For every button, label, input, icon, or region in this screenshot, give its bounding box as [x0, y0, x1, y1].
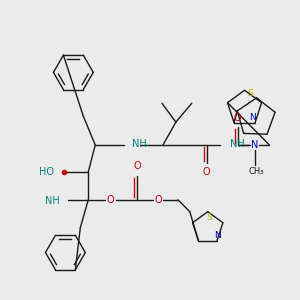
- Text: S: S: [207, 213, 213, 222]
- Text: O: O: [234, 113, 242, 123]
- Text: O: O: [154, 195, 162, 205]
- Text: NH: NH: [45, 196, 59, 206]
- Text: N: N: [251, 140, 258, 150]
- Text: N: N: [214, 231, 220, 240]
- Text: NH: NH: [132, 139, 147, 149]
- Text: O: O: [133, 161, 141, 171]
- Text: N: N: [249, 113, 256, 122]
- Text: CH₃: CH₃: [249, 167, 264, 176]
- Text: S: S: [248, 89, 254, 98]
- Text: O: O: [203, 167, 211, 177]
- Text: HO: HO: [39, 167, 54, 177]
- Text: O: O: [106, 195, 114, 205]
- Text: NH: NH: [230, 139, 244, 149]
